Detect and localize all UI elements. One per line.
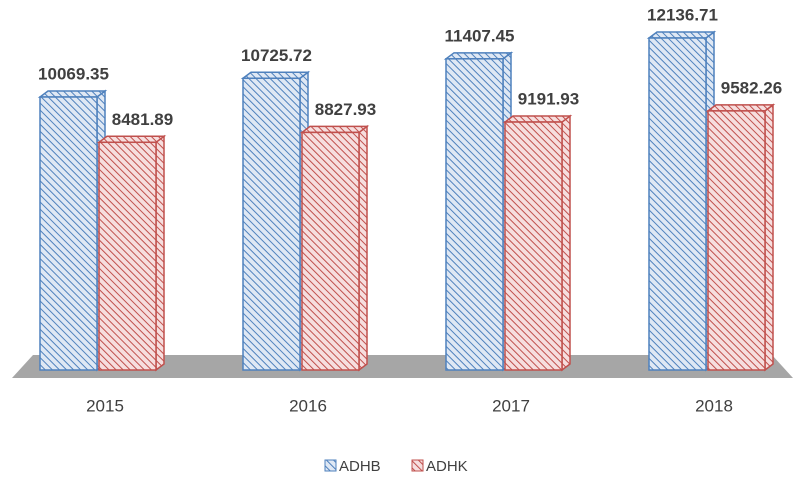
bar-top — [37, 90, 108, 98]
bar-top — [443, 52, 514, 60]
data-label: 10725.72 — [241, 46, 312, 65]
bar-top — [502, 115, 573, 123]
bar-side — [561, 114, 571, 372]
data-label: 8481.89 — [112, 110, 173, 129]
bar-front — [445, 58, 504, 371]
legend-swatch — [324, 459, 337, 472]
data-label: 9191.93 — [518, 90, 579, 109]
bar-top — [705, 104, 776, 112]
data-label: 10069.35 — [38, 64, 109, 83]
bar-front — [242, 77, 301, 371]
x-tick-label: 2015 — [86, 396, 124, 415]
bar — [705, 103, 776, 372]
x-tick-label: 2018 — [695, 396, 733, 415]
bar — [96, 134, 167, 372]
legend-label: ADHK — [426, 458, 468, 475]
bar — [299, 124, 370, 372]
data-label: 12136.71 — [647, 5, 718, 24]
bar — [646, 30, 717, 372]
data-label: 9582.26 — [721, 78, 782, 97]
bar-front — [707, 110, 766, 371]
bar-side — [764, 103, 774, 372]
bar — [502, 114, 573, 372]
data-label: 11407.45 — [445, 26, 515, 45]
x-tick-label: 2017 — [492, 396, 530, 415]
bar-side — [155, 134, 165, 372]
bar-front — [98, 141, 157, 371]
bar-top — [646, 31, 717, 39]
bar — [443, 51, 514, 372]
bar — [240, 70, 311, 372]
bar — [37, 89, 108, 372]
data-label: 8827.93 — [315, 100, 376, 119]
bar-top — [96, 135, 167, 144]
bar-front — [504, 121, 563, 371]
bar-front — [648, 37, 707, 371]
bar-top — [299, 125, 370, 134]
x-tick-label: 2016 — [289, 396, 327, 415]
bar-front — [39, 96, 98, 371]
floor — [12, 355, 793, 378]
bar-top — [240, 71, 311, 80]
bar-side — [358, 124, 368, 372]
bar-front — [301, 131, 360, 371]
legend-swatch — [411, 459, 424, 472]
legend-label: ADHB — [339, 458, 381, 475]
